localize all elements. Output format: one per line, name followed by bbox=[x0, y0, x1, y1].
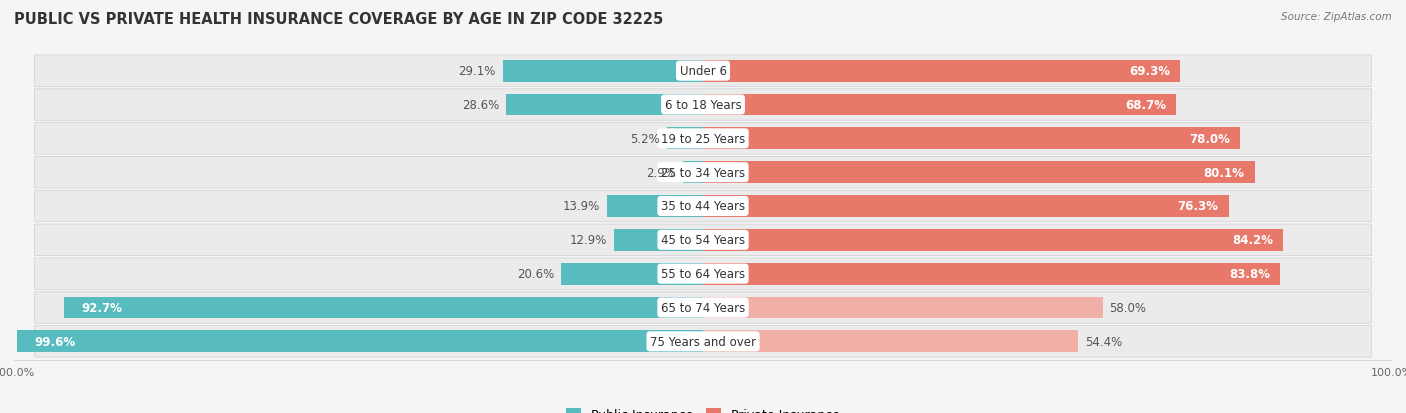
FancyBboxPatch shape bbox=[35, 90, 1371, 121]
Text: 99.6%: 99.6% bbox=[34, 335, 75, 348]
Bar bbox=[17, 330, 703, 352]
Text: 28.6%: 28.6% bbox=[461, 99, 499, 112]
Text: 68.7%: 68.7% bbox=[1125, 99, 1166, 112]
Bar bbox=[703, 263, 1281, 285]
FancyBboxPatch shape bbox=[35, 56, 1371, 87]
Text: 2.9%: 2.9% bbox=[647, 166, 676, 179]
Text: 58.0%: 58.0% bbox=[1109, 301, 1146, 314]
Text: 45 to 54 Years: 45 to 54 Years bbox=[661, 234, 745, 247]
Bar bbox=[65, 297, 703, 319]
FancyBboxPatch shape bbox=[35, 292, 1371, 323]
Text: 84.2%: 84.2% bbox=[1232, 234, 1272, 247]
Text: 76.3%: 76.3% bbox=[1177, 200, 1219, 213]
Text: 19 to 25 Years: 19 to 25 Years bbox=[661, 133, 745, 145]
Bar bbox=[668, 128, 703, 150]
Text: 78.0%: 78.0% bbox=[1189, 133, 1230, 145]
Bar bbox=[561, 263, 703, 285]
FancyBboxPatch shape bbox=[35, 225, 1371, 256]
FancyBboxPatch shape bbox=[35, 157, 1371, 188]
Bar bbox=[703, 162, 1254, 184]
Bar bbox=[703, 61, 1181, 83]
Text: 29.1%: 29.1% bbox=[458, 65, 496, 78]
Bar bbox=[703, 330, 1078, 352]
Text: 6 to 18 Years: 6 to 18 Years bbox=[665, 99, 741, 112]
FancyBboxPatch shape bbox=[35, 326, 1371, 357]
Bar bbox=[607, 195, 703, 218]
Text: 80.1%: 80.1% bbox=[1204, 166, 1244, 179]
Bar bbox=[703, 94, 1177, 116]
FancyBboxPatch shape bbox=[35, 123, 1371, 155]
Text: 54.4%: 54.4% bbox=[1084, 335, 1122, 348]
Text: 13.9%: 13.9% bbox=[562, 200, 600, 213]
Bar bbox=[683, 162, 703, 184]
Text: 12.9%: 12.9% bbox=[569, 234, 607, 247]
Bar bbox=[502, 61, 703, 83]
Text: 55 to 64 Years: 55 to 64 Years bbox=[661, 268, 745, 280]
Bar bbox=[703, 297, 1102, 319]
Text: 75 Years and over: 75 Years and over bbox=[650, 335, 756, 348]
Bar bbox=[614, 229, 703, 251]
Legend: Public Insurance, Private Insurance: Public Insurance, Private Insurance bbox=[561, 404, 845, 413]
Bar bbox=[703, 229, 1284, 251]
Text: 25 to 34 Years: 25 to 34 Years bbox=[661, 166, 745, 179]
Text: 83.8%: 83.8% bbox=[1229, 268, 1270, 280]
Text: 69.3%: 69.3% bbox=[1129, 65, 1170, 78]
Text: PUBLIC VS PRIVATE HEALTH INSURANCE COVERAGE BY AGE IN ZIP CODE 32225: PUBLIC VS PRIVATE HEALTH INSURANCE COVER… bbox=[14, 12, 664, 27]
Text: 20.6%: 20.6% bbox=[517, 268, 554, 280]
FancyBboxPatch shape bbox=[35, 258, 1371, 290]
Text: 92.7%: 92.7% bbox=[82, 301, 122, 314]
Text: 35 to 44 Years: 35 to 44 Years bbox=[661, 200, 745, 213]
Text: Under 6: Under 6 bbox=[679, 65, 727, 78]
Text: Source: ZipAtlas.com: Source: ZipAtlas.com bbox=[1281, 12, 1392, 22]
Text: 65 to 74 Years: 65 to 74 Years bbox=[661, 301, 745, 314]
Text: 5.2%: 5.2% bbox=[630, 133, 661, 145]
Bar bbox=[506, 94, 703, 116]
Bar bbox=[703, 128, 1240, 150]
Bar bbox=[703, 195, 1229, 218]
FancyBboxPatch shape bbox=[35, 191, 1371, 222]
